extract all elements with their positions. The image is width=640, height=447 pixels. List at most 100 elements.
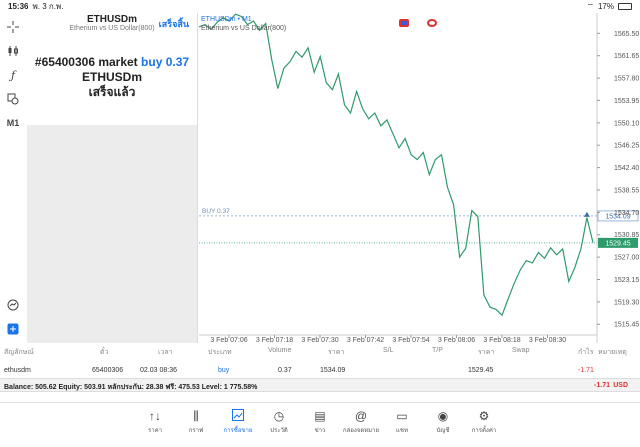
total-profit: -1.71 [594, 382, 610, 389]
y-tick-label: 1515.45 [614, 322, 639, 329]
col-price[interactable]: ราคา [478, 349, 495, 356]
col-tp[interactable]: T/P [432, 347, 443, 354]
tab-account[interactable]: ◉ บัญชี [423, 409, 463, 435]
tab-history[interactable]: ◷ ประวัติ [259, 409, 299, 435]
chart-toolbar: ƒ M1 [0, 13, 26, 343]
status-battery: 17% [597, 2, 614, 11]
y-tick-label: 1542.40 [614, 165, 639, 172]
y-tick-label: 1565.50 [614, 31, 639, 38]
col-ticket[interactable]: ตั๋ว [100, 349, 109, 356]
col-open-price[interactable]: ราคา [328, 349, 345, 356]
table-header-row: สัญลักษณ์ ตั๋ว เวลา ประเภท Volume ราคา S… [0, 344, 640, 357]
positions-table: สัญลักษณ์ ตั๋ว เวลา ประเภท Volume ราคา S… [0, 344, 640, 377]
current-price-tag-text: 1529.45 [605, 240, 630, 247]
balance-bar: Balance: 505.62 Equity: 503.91 หลักประกั… [0, 378, 640, 392]
signal-circle-icon[interactable] [427, 19, 437, 27]
chart-header: ETHUSDm • M1 Etherium vs US Dollar(800) [201, 15, 286, 33]
chart-symbol: ETHUSDm • M1 [201, 16, 252, 23]
chart-description: Etherium vs US Dollar(800) [201, 25, 287, 32]
col-profit[interactable]: กำไร [578, 349, 594, 356]
tab-chart[interactable]: ⫼ กราฟ [176, 409, 216, 435]
trade-panel-icon[interactable] [3, 319, 23, 339]
tab-label: การตั้งค่า [471, 428, 497, 434]
order-panel-header: ETHUSDm Etherium vs US Dollar(800) เสร็จ… [27, 13, 197, 33]
history-icon: ◷ [273, 409, 285, 423]
wifi-icon: ⌔ [586, 1, 594, 11]
mail-icon: @ [354, 409, 368, 423]
balance-summary: Balance: 505.62 Equity: 503.91 หลักประกั… [4, 384, 258, 391]
status-time: 15:36 [8, 2, 29, 11]
zoom-icon[interactable] [3, 295, 23, 315]
crosshair-icon[interactable] [3, 17, 23, 37]
timeframe-button[interactable]: M1 [6, 118, 20, 128]
row-ticket: 65400306 [92, 367, 124, 374]
x-tick-label: 3 Feb 07:54 [392, 337, 429, 343]
indicators-icon[interactable]: ƒ [10, 68, 16, 82]
tab-settings[interactable]: ⚙ การตั้งค่า [464, 409, 504, 435]
tab-chat[interactable]: ▭ แชท [382, 409, 422, 435]
buy-arrow-marker [583, 211, 590, 217]
buy-price-tag-text: 1534.09 [605, 213, 630, 220]
tab-label: ข่าว [314, 428, 326, 434]
order-panel: ETHUSDm Etherium vs US Dollar(800) เสร็จ… [27, 13, 198, 125]
current-price-tag [598, 237, 638, 248]
y-tick-label: 1530.85 [614, 232, 639, 239]
col-type[interactable]: ประเภท [208, 349, 232, 356]
row-profit: -1.71 [578, 367, 594, 374]
news-icon: ▤ [314, 409, 326, 423]
order-ticket-text: #65400306 market [34, 55, 138, 69]
x-tick-label: 3 Feb 08:06 [438, 337, 475, 343]
order-buy-text: buy 0.37 [141, 55, 190, 69]
x-tick-label: 3 Feb 07:30 [301, 337, 338, 343]
row-symbol: ethusdm [4, 367, 31, 374]
objects-icon[interactable] [3, 89, 23, 109]
y-tick-label: 1519.30 [614, 299, 639, 306]
tab-quotes[interactable]: ↑↓ ราคา [135, 409, 175, 435]
col-swap[interactable]: Swap [512, 347, 530, 354]
price-chart[interactable]: BUY 0.37 1534.09 1529.45 1565.50 1561.65 155… [198, 13, 640, 344]
x-tick-label: 3 Feb 08:18 [483, 337, 520, 343]
buy-price-tag [597, 210, 639, 222]
chart-svg: BUY 0.37 1534.09 1529.45 1565.50 1561.65 155… [198, 13, 639, 344]
col-time[interactable]: เวลา [158, 349, 173, 356]
gear-icon: ⚙ [478, 409, 490, 423]
row-volume: 0.37 [278, 367, 292, 374]
y-tick-label: 1534.70 [614, 210, 639, 217]
row-time: 02.03 08:36 [140, 367, 177, 374]
tab-label: กราฟ [188, 428, 204, 434]
account-icon: ◉ [437, 409, 449, 423]
tab-label: ประวัติ [270, 428, 288, 434]
y-tick-label: 1553.95 [614, 98, 639, 105]
tab-trade[interactable]: การซื้อขาย [218, 409, 258, 435]
candlestick-icon[interactable] [3, 41, 23, 61]
row-type: buy [218, 367, 230, 374]
buy-level-label: BUY 0.37 [202, 208, 230, 215]
price-series-line [198, 13, 594, 317]
quotes-icon: ↑↓ [149, 409, 161, 423]
col-sl[interactable]: S/L [383, 347, 394, 354]
tab-label: การซื้อขาย [223, 428, 253, 434]
signal-flag-icon[interactable] [399, 19, 409, 27]
status-bar: 15:36 พ. 3 ก.พ. ⌔ 17% [0, 0, 640, 13]
balance-currency: USD [613, 382, 628, 389]
order-status-text: เสร็จแล้ว [88, 85, 136, 99]
row-price: 1529.45 [468, 367, 494, 374]
x-tick-label: 3 Feb 07:42 [347, 337, 384, 343]
row-open-price: 1534.09 [320, 367, 346, 374]
panel-empty-area [27, 125, 198, 343]
bottom-tab-bar: ↑↓ ราคา ⫼ กราฟ การซื้อขาย ◷ ประวัติ ▤ ข่… [0, 402, 640, 447]
tab-news[interactable]: ▤ ข่าว [300, 409, 340, 435]
table-row[interactable]: ethusdm 65400306 02.03 08:36 buy 0.37 15… [0, 364, 640, 377]
tab-mailbox[interactable]: @ กล่องจดหมาย [341, 409, 381, 435]
col-comment[interactable]: หมายเหตุ [598, 349, 627, 356]
status-date: พ. 3 ก.พ. [32, 2, 64, 11]
order-panel-subtitle: Etherium vs US Dollar(800) [69, 25, 155, 32]
x-tick-label: 3 Feb 07:06 [210, 337, 247, 343]
done-button[interactable]: เสร็จสิ้น [158, 19, 189, 29]
y-tick-label: 1538.55 [614, 187, 639, 194]
col-symbol[interactable]: สัญลักษณ์ [4, 349, 34, 356]
battery-icon [618, 3, 632, 10]
x-tick-label: 3 Feb 07:18 [256, 337, 293, 343]
col-volume[interactable]: Volume [268, 347, 292, 354]
tab-label: บัญชี [436, 428, 450, 434]
